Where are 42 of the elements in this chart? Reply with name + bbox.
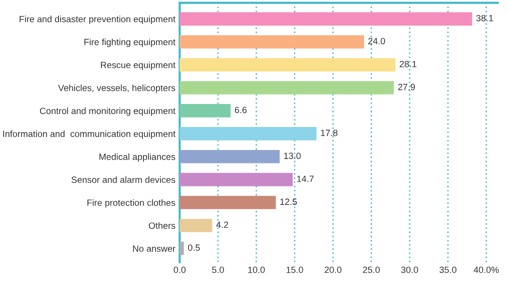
data-label: 12.5 bbox=[280, 198, 297, 205]
bar bbox=[180, 150, 280, 164]
bar bbox=[180, 58, 396, 72]
data-label: 13.0 bbox=[284, 152, 301, 160]
data-label: 28.1 bbox=[400, 60, 416, 68]
y-tick-label: Others bbox=[148, 222, 176, 229]
y-tick-label: Control and monitoring equipment bbox=[40, 107, 176, 116]
x-tick-label: 0.0 bbox=[174, 266, 186, 273]
x-tick-label: 15.0 bbox=[286, 266, 304, 273]
data-label: 14.7 bbox=[297, 176, 314, 182]
data-label: 17.8 bbox=[320, 130, 338, 136]
bar bbox=[180, 127, 316, 140]
y-tick-label: Rescue equipment bbox=[100, 62, 176, 70]
data-label: 27.9 bbox=[398, 84, 415, 90]
y-tick-label: Sensor and alarm devices bbox=[72, 176, 176, 183]
bar bbox=[180, 218, 212, 232]
y-tick-label: Information and communication equipment bbox=[3, 130, 176, 139]
y-tick-label: Vehicles, vessels, helicopters bbox=[58, 84, 176, 93]
data-label: 4.2 bbox=[216, 222, 228, 228]
y-tick-label: Fire fighting equipment bbox=[84, 38, 176, 48]
data-label: 0.5 bbox=[188, 244, 200, 251]
bar bbox=[180, 172, 293, 186]
data-label: 38.1 bbox=[476, 14, 494, 22]
bar bbox=[180, 242, 184, 256]
x-tick-label: 10.0 bbox=[248, 266, 265, 273]
x-tick-label: 35.0 bbox=[440, 266, 456, 273]
bar bbox=[180, 104, 231, 118]
y-tick-label: Fire protection clothes bbox=[87, 199, 176, 208]
bar bbox=[180, 12, 472, 26]
x-tick-label: 20.0 bbox=[324, 266, 342, 273]
x-tick-label: 25.0 bbox=[362, 266, 380, 273]
y-tick-label: Medical appliances bbox=[99, 153, 176, 162]
bar bbox=[180, 81, 394, 94]
x-tick-label: 30.0 bbox=[401, 266, 418, 273]
y-tick-label: No answer bbox=[133, 245, 176, 252]
x-tick-label: 5.0 bbox=[212, 266, 224, 273]
y-tick-label: Fire and disaster prevention equipment bbox=[20, 16, 176, 24]
bar bbox=[180, 35, 364, 49]
data-label: 24.0 bbox=[368, 38, 386, 44]
bar bbox=[180, 196, 276, 210]
data-label: 6.6 bbox=[234, 106, 247, 114]
x-tick-label: 40.0% bbox=[474, 266, 499, 273]
